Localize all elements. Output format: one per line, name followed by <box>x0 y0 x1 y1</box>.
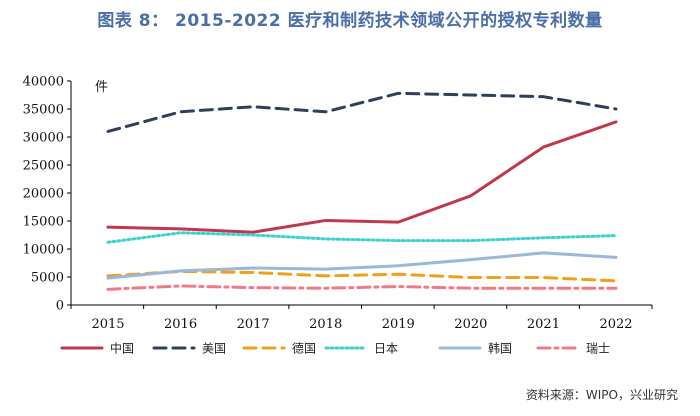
chart-title: 图表 8： 2015-2022 医疗和制药技术领域公开的授权专利数量 <box>97 11 603 31</box>
legend-label-瑞士: 瑞士 <box>586 342 610 356</box>
legend-label-德国: 德国 <box>292 341 316 356</box>
y-tick-label: 20000 <box>23 187 64 202</box>
legend-label-美国: 美国 <box>202 342 226 356</box>
x-tick-label: 2022 <box>599 317 632 332</box>
y-tick-label: 0 <box>56 299 64 314</box>
x-tick-label: 2015 <box>91 317 124 332</box>
legend-label-韩国: 韩国 <box>488 341 512 356</box>
series-line-日本 <box>106 231 618 244</box>
series-line-美国 <box>106 91 618 133</box>
x-tick-label: 2018 <box>309 317 342 332</box>
y-tick-label: 30000 <box>23 131 64 146</box>
x-tick-label: 2020 <box>454 317 487 332</box>
series-line-德国 <box>106 269 618 283</box>
y-tick-label: 15000 <box>23 215 64 230</box>
y-tick-label: 5000 <box>31 271 64 286</box>
legend-label-中国: 中国 <box>110 341 134 356</box>
y-tick-label: 35000 <box>23 103 64 118</box>
x-tick-label: 2016 <box>164 317 197 332</box>
source-note: 资料来源：WIPO，兴业研究 <box>525 388 678 402</box>
y-tick-label: 40000 <box>23 75 64 90</box>
series-line-韩国 <box>106 251 618 280</box>
x-tick-label: 2017 <box>237 317 270 332</box>
y-tick-label: 25000 <box>23 159 64 174</box>
legend-label-日本: 日本 <box>374 342 398 356</box>
series-line-中国 <box>106 120 618 234</box>
y-unit-label: 件 <box>95 80 108 95</box>
y-tick-label: 10000 <box>23 243 64 258</box>
x-tick-label: 2019 <box>382 317 415 332</box>
series-line-瑞士 <box>106 284 618 291</box>
x-tick-label: 2021 <box>527 317 560 332</box>
